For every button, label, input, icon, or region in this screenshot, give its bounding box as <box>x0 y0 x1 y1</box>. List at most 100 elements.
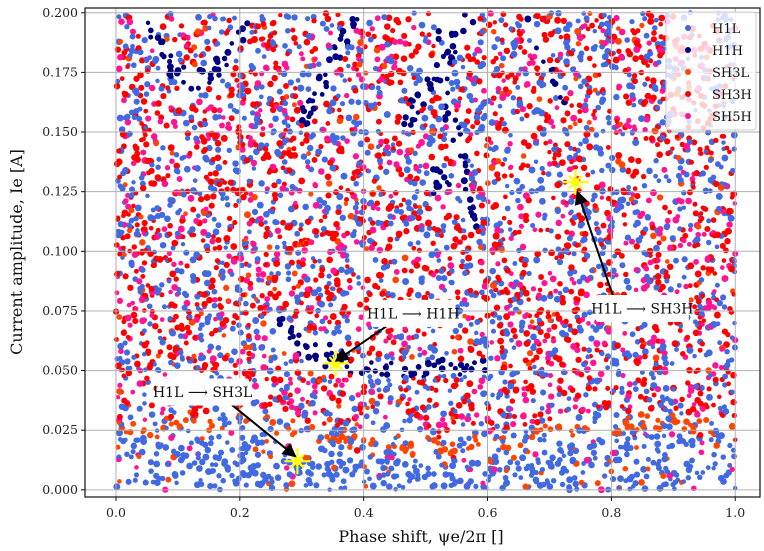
scatter-point <box>467 231 475 239</box>
scatter-point <box>487 10 494 17</box>
scatter-point <box>117 479 122 484</box>
scatter-point <box>166 344 173 351</box>
scatter-point <box>686 346 694 354</box>
scatter-point <box>613 385 619 391</box>
scatter-point <box>527 324 533 330</box>
scatter-point <box>548 351 554 358</box>
scatter-point <box>128 192 135 199</box>
scatter-point <box>667 209 673 215</box>
scatter-point <box>588 335 595 342</box>
scatter-point <box>467 287 474 294</box>
scatter-point <box>499 247 505 253</box>
scatter-point <box>246 229 252 235</box>
scatter-point <box>661 166 668 173</box>
scatter-point <box>502 379 508 385</box>
scatter-point <box>369 84 376 91</box>
scatter-point <box>179 470 186 476</box>
scatter-point <box>311 18 317 24</box>
scatter-point <box>390 142 396 147</box>
scatter-point <box>640 277 647 284</box>
scatter-point <box>321 472 327 478</box>
scatter-point <box>296 187 303 194</box>
scatter-point <box>224 186 230 192</box>
scatter-point <box>565 406 572 412</box>
scatter-point <box>369 360 374 365</box>
scatter-point <box>632 168 640 176</box>
scatter-point <box>171 410 177 415</box>
scatter-point <box>530 358 536 363</box>
scatter-point <box>308 423 316 431</box>
scatter-point <box>168 53 174 59</box>
scatter-point <box>551 195 556 201</box>
scatter-point <box>726 207 733 215</box>
scatter-point <box>502 86 509 93</box>
scatter-point <box>116 413 123 420</box>
scatter-point <box>582 137 590 145</box>
scatter-point <box>232 220 238 226</box>
scatter-point <box>118 348 124 355</box>
scatter-point <box>481 87 487 94</box>
scatter-point <box>182 119 190 127</box>
scatter-point <box>297 84 305 92</box>
scatter-point <box>518 165 525 171</box>
scatter-point <box>324 433 330 440</box>
scatter-point <box>610 274 615 280</box>
scatter-point <box>326 180 333 187</box>
scatter-point <box>566 396 572 401</box>
scatter-point <box>271 274 279 282</box>
scatter-point <box>643 32 650 39</box>
scatter-point <box>547 139 553 145</box>
scatter-point <box>367 199 375 206</box>
scatter-point <box>345 114 353 122</box>
scatter-point <box>266 367 274 375</box>
scatter-point <box>388 327 394 333</box>
scatter-point <box>169 150 175 156</box>
scatter-point <box>528 433 536 441</box>
scatter-point <box>383 111 391 118</box>
scatter-point <box>623 277 631 285</box>
scatter-point <box>519 243 527 251</box>
scatter-point <box>504 205 511 212</box>
scatter-point <box>368 397 376 405</box>
scatter-point <box>413 262 421 269</box>
scatter-point <box>555 219 562 227</box>
scatter-point <box>452 408 458 414</box>
scatter-point <box>624 440 630 447</box>
scatter-point <box>624 451 630 458</box>
scatter-point <box>314 313 320 319</box>
scatter-point <box>653 173 658 179</box>
scatter-point <box>575 356 582 364</box>
scatter-point <box>323 25 330 32</box>
scatter-point <box>730 131 738 139</box>
scatter-point <box>301 247 308 254</box>
scatter-point <box>229 446 236 453</box>
scatter-point <box>443 215 450 221</box>
scatter-point <box>687 422 693 428</box>
scatter-point <box>149 48 155 54</box>
scatter-point <box>212 114 219 121</box>
scatter-point <box>499 116 505 122</box>
scatter-point <box>521 437 528 444</box>
scatter-point <box>170 118 178 126</box>
scatter-point <box>323 72 328 77</box>
scatter-point <box>366 237 374 244</box>
scatter-point <box>713 311 721 319</box>
scatter-point <box>312 201 320 209</box>
scatter-point <box>407 173 414 180</box>
scatter-point <box>434 194 442 202</box>
scatter-point <box>387 220 394 227</box>
scatter-point <box>170 448 177 455</box>
scatter-point <box>548 249 555 257</box>
scatter-point <box>318 272 325 279</box>
scatter-point <box>681 205 687 210</box>
scatter-point <box>325 192 332 199</box>
scatter-point <box>372 65 379 72</box>
scatter-point <box>650 382 658 390</box>
scatter-point <box>343 435 349 442</box>
scatter-point <box>334 238 342 245</box>
scatter-point <box>670 146 675 151</box>
scatter-point <box>567 90 574 97</box>
scatter-point <box>593 377 601 385</box>
scatter-point <box>309 399 316 407</box>
scatter-point <box>560 17 567 25</box>
